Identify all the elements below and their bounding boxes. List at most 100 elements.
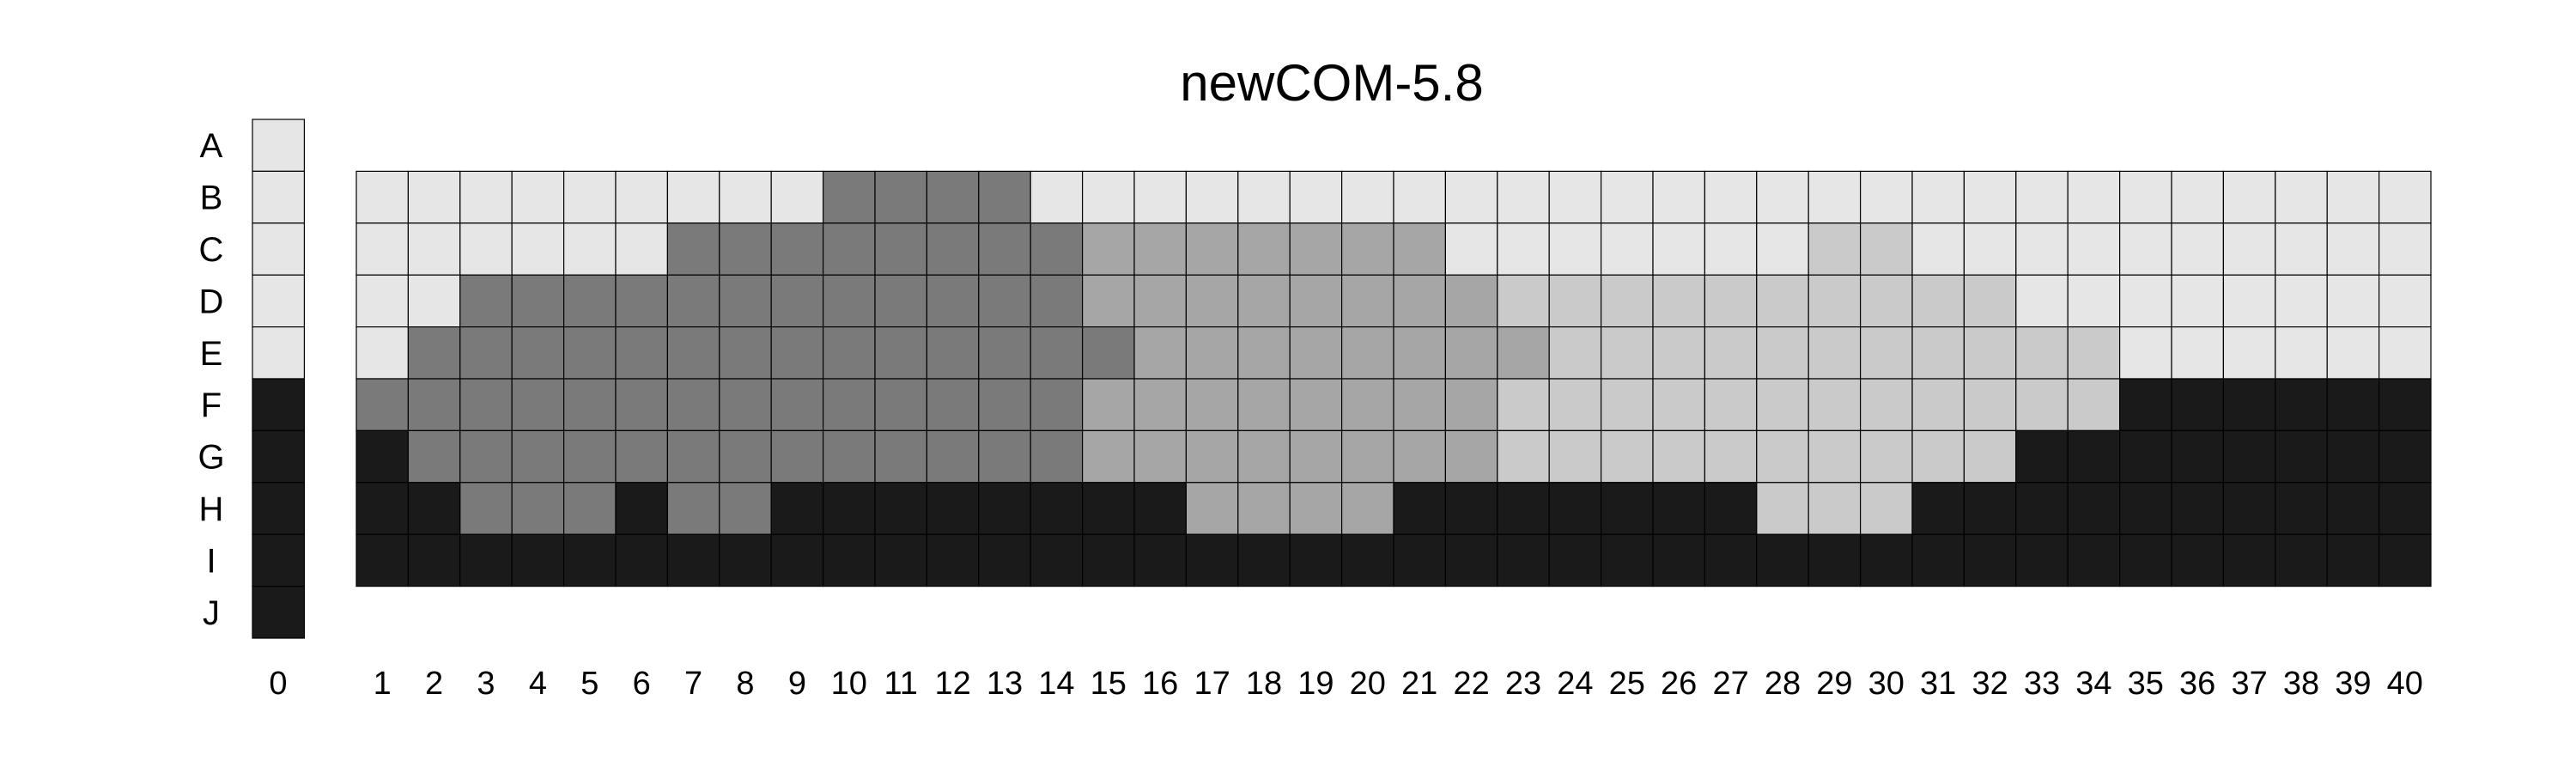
cell-d-5	[562, 274, 617, 328]
cell-d-35	[2119, 274, 2172, 328]
cell-b-25	[1600, 170, 1654, 224]
cell-e-13	[978, 326, 1031, 380]
row-label-d: D	[199, 283, 224, 320]
cell-h-28	[1756, 482, 1809, 535]
row-label-c: C	[199, 231, 224, 269]
cell-d-36	[2171, 274, 2225, 328]
cell-e-40	[2379, 326, 2432, 380]
column-label-4: 4	[529, 666, 547, 702]
cell-b-27	[1704, 170, 1758, 224]
cell-i-1	[355, 533, 410, 587]
column-label-13: 13	[987, 666, 1023, 702]
cell-d-13	[978, 274, 1031, 328]
cell-h-24	[1548, 482, 1602, 535]
cell-c-25	[1600, 222, 1654, 276]
cell-c-31	[1911, 222, 1965, 276]
cell-h-22	[1444, 482, 1498, 535]
cell-h-3	[459, 482, 513, 535]
cell-i-36	[2171, 533, 2225, 587]
cell-d-30	[1860, 274, 1913, 328]
row-label-j: J	[203, 594, 220, 632]
column-label-32: 32	[1971, 666, 2008, 702]
cell-b-13	[978, 170, 1031, 224]
cell-d-27	[1704, 274, 1758, 328]
cell-i-22	[1444, 533, 1498, 587]
cell-i-26	[1652, 533, 1706, 587]
cell-h-11	[874, 482, 928, 535]
cell-c-10	[822, 222, 876, 276]
cell-b-11	[874, 170, 928, 224]
cell-c-18	[1237, 222, 1291, 276]
cell-d-40	[2379, 274, 2432, 328]
cell-d-22	[1444, 274, 1498, 328]
cell-b-10	[822, 170, 876, 224]
cell-f-2	[407, 378, 461, 432]
cell-b-8	[719, 170, 772, 224]
column-label-34: 34	[2075, 666, 2111, 702]
cell-e-30	[1860, 326, 1913, 380]
column-label-30: 30	[1868, 666, 1905, 702]
cell-e-10	[822, 326, 876, 380]
cell-g-40	[2379, 429, 2432, 484]
cell-e-15	[1081, 326, 1135, 380]
cell-e-22	[1444, 326, 1498, 380]
cell-d-11	[874, 274, 928, 328]
cell-i-5	[562, 533, 617, 587]
cell-d-4	[511, 274, 565, 328]
heatmap-grid	[355, 170, 2432, 587]
cell-i-23	[1497, 533, 1550, 587]
cell-b-35	[2119, 170, 2172, 224]
cell-f-23	[1497, 378, 1550, 432]
cell-b-20	[1340, 170, 1394, 224]
column-label-10: 10	[831, 666, 867, 702]
cell-b-29	[1807, 170, 1862, 224]
cell-f-18	[1237, 378, 1291, 432]
cell-g-33	[2015, 429, 2069, 484]
cell-h-16	[1133, 482, 1188, 535]
column-label-1: 1	[374, 666, 392, 702]
cell-e-7	[666, 326, 720, 380]
cell-c-19	[1289, 222, 1343, 276]
cell-g-35	[2119, 429, 2172, 484]
cell-d-9	[770, 274, 824, 328]
cell-b-14	[1030, 170, 1084, 224]
cell-g-21	[1393, 429, 1447, 484]
column-label-8: 8	[736, 666, 754, 702]
cell-i-4	[511, 533, 565, 587]
cell-h-30	[1860, 482, 1913, 535]
cell-d-24	[1548, 274, 1602, 328]
cell-i-18	[1237, 533, 1291, 587]
cell-b-9	[770, 170, 824, 224]
cell-e-23	[1497, 326, 1550, 380]
column-label-17: 17	[1194, 666, 1230, 702]
cell-i-24	[1548, 533, 1602, 587]
cell-b-39	[2326, 170, 2380, 224]
cell-g-25	[1600, 429, 1654, 484]
cell-g-7	[666, 429, 720, 484]
cell-e-31	[1911, 326, 1965, 380]
cell-g-5	[562, 429, 617, 484]
cell-c-26	[1652, 222, 1706, 276]
cell-d-28	[1756, 274, 1809, 328]
row-label-f: F	[201, 386, 222, 424]
row-label-e: E	[200, 335, 223, 373]
cell-e-27	[1704, 326, 1758, 380]
cell-i-13	[978, 533, 1031, 587]
cell-e-2	[407, 326, 461, 380]
cell-c-38	[2275, 222, 2328, 276]
cell-c-23	[1497, 222, 1550, 276]
cell-f-13	[978, 378, 1031, 432]
cell-f-4	[511, 378, 565, 432]
column-label-33: 33	[2024, 666, 2060, 702]
cell-f-9	[770, 378, 824, 432]
cell-i-19	[1289, 533, 1343, 587]
cell-g-29	[1807, 429, 1862, 484]
cell-c-6	[615, 222, 669, 276]
cell-i-25	[1600, 533, 1654, 587]
cell-g-38	[2275, 429, 2328, 484]
cell-f-37	[2222, 378, 2276, 432]
index-cell-f	[252, 378, 306, 432]
cell-f-28	[1756, 378, 1809, 432]
cell-h-18	[1237, 482, 1291, 535]
cell-e-17	[1185, 326, 1239, 380]
